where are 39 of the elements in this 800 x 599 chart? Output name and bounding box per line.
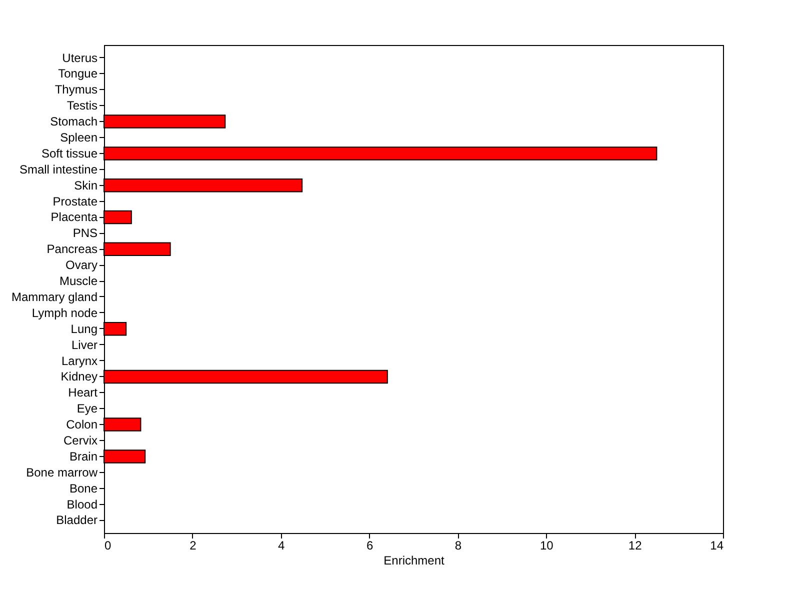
y-tick-label: Bladder bbox=[56, 513, 98, 528]
x-tick-label: 10 bbox=[540, 538, 554, 552]
y-tick-label: Brain bbox=[69, 449, 98, 464]
y-tick-label: Bone bbox=[69, 481, 98, 496]
y-tick-label: Eye bbox=[76, 402, 98, 416]
y-tick-label: Thymus bbox=[54, 82, 98, 97]
y-tick-label: Ovary bbox=[65, 258, 98, 272]
y-tick-label: Uterus bbox=[62, 50, 98, 65]
y-tick-label: Cervix bbox=[63, 434, 98, 448]
y-tick-label: Kidney bbox=[60, 370, 98, 384]
x-tick-label: 14 bbox=[710, 538, 724, 552]
y-tick-label: Testis bbox=[66, 98, 98, 113]
y-tick-label: Stomach bbox=[50, 114, 98, 129]
x-tick-label: 2 bbox=[190, 538, 197, 552]
y-tick-label: Bone marrow bbox=[26, 465, 98, 480]
y-tick-label: Mammary gland bbox=[11, 290, 98, 304]
y-tick-label: Prostate bbox=[52, 194, 98, 208]
y-tick-label: Colon bbox=[66, 418, 98, 432]
y-tick-label: Lung bbox=[70, 322, 98, 336]
x-tick-label: 12 bbox=[628, 538, 642, 552]
x-tick-label: 6 bbox=[366, 538, 374, 552]
y-tick-label: PNS bbox=[72, 226, 98, 240]
y-tick-label: Spleen bbox=[60, 130, 98, 144]
y-tick-label: Muscle bbox=[59, 274, 98, 288]
y-tick-label: Small intestine bbox=[19, 162, 98, 176]
y-tick-label: Lymph node bbox=[32, 306, 98, 320]
x-axis-title: Enrichment bbox=[384, 554, 446, 568]
x-tick-label: 8 bbox=[454, 538, 462, 552]
x-tick-label: 0 bbox=[104, 538, 112, 552]
y-tick-label: Soft tissue bbox=[41, 146, 98, 160]
x-tick-label: 4 bbox=[278, 538, 286, 552]
y-tick-label: Liver bbox=[71, 338, 98, 352]
y-tick-label: Skin bbox=[74, 178, 98, 192]
y-tick-label: Tongue bbox=[58, 66, 98, 81]
y-tick-label: Blood bbox=[66, 497, 98, 512]
y-tick-label: Placenta bbox=[50, 210, 98, 224]
y-tick-label: Larynx bbox=[61, 354, 98, 368]
y-tick-label: Heart bbox=[68, 386, 98, 400]
y-tick-label: Pancreas bbox=[46, 242, 98, 256]
